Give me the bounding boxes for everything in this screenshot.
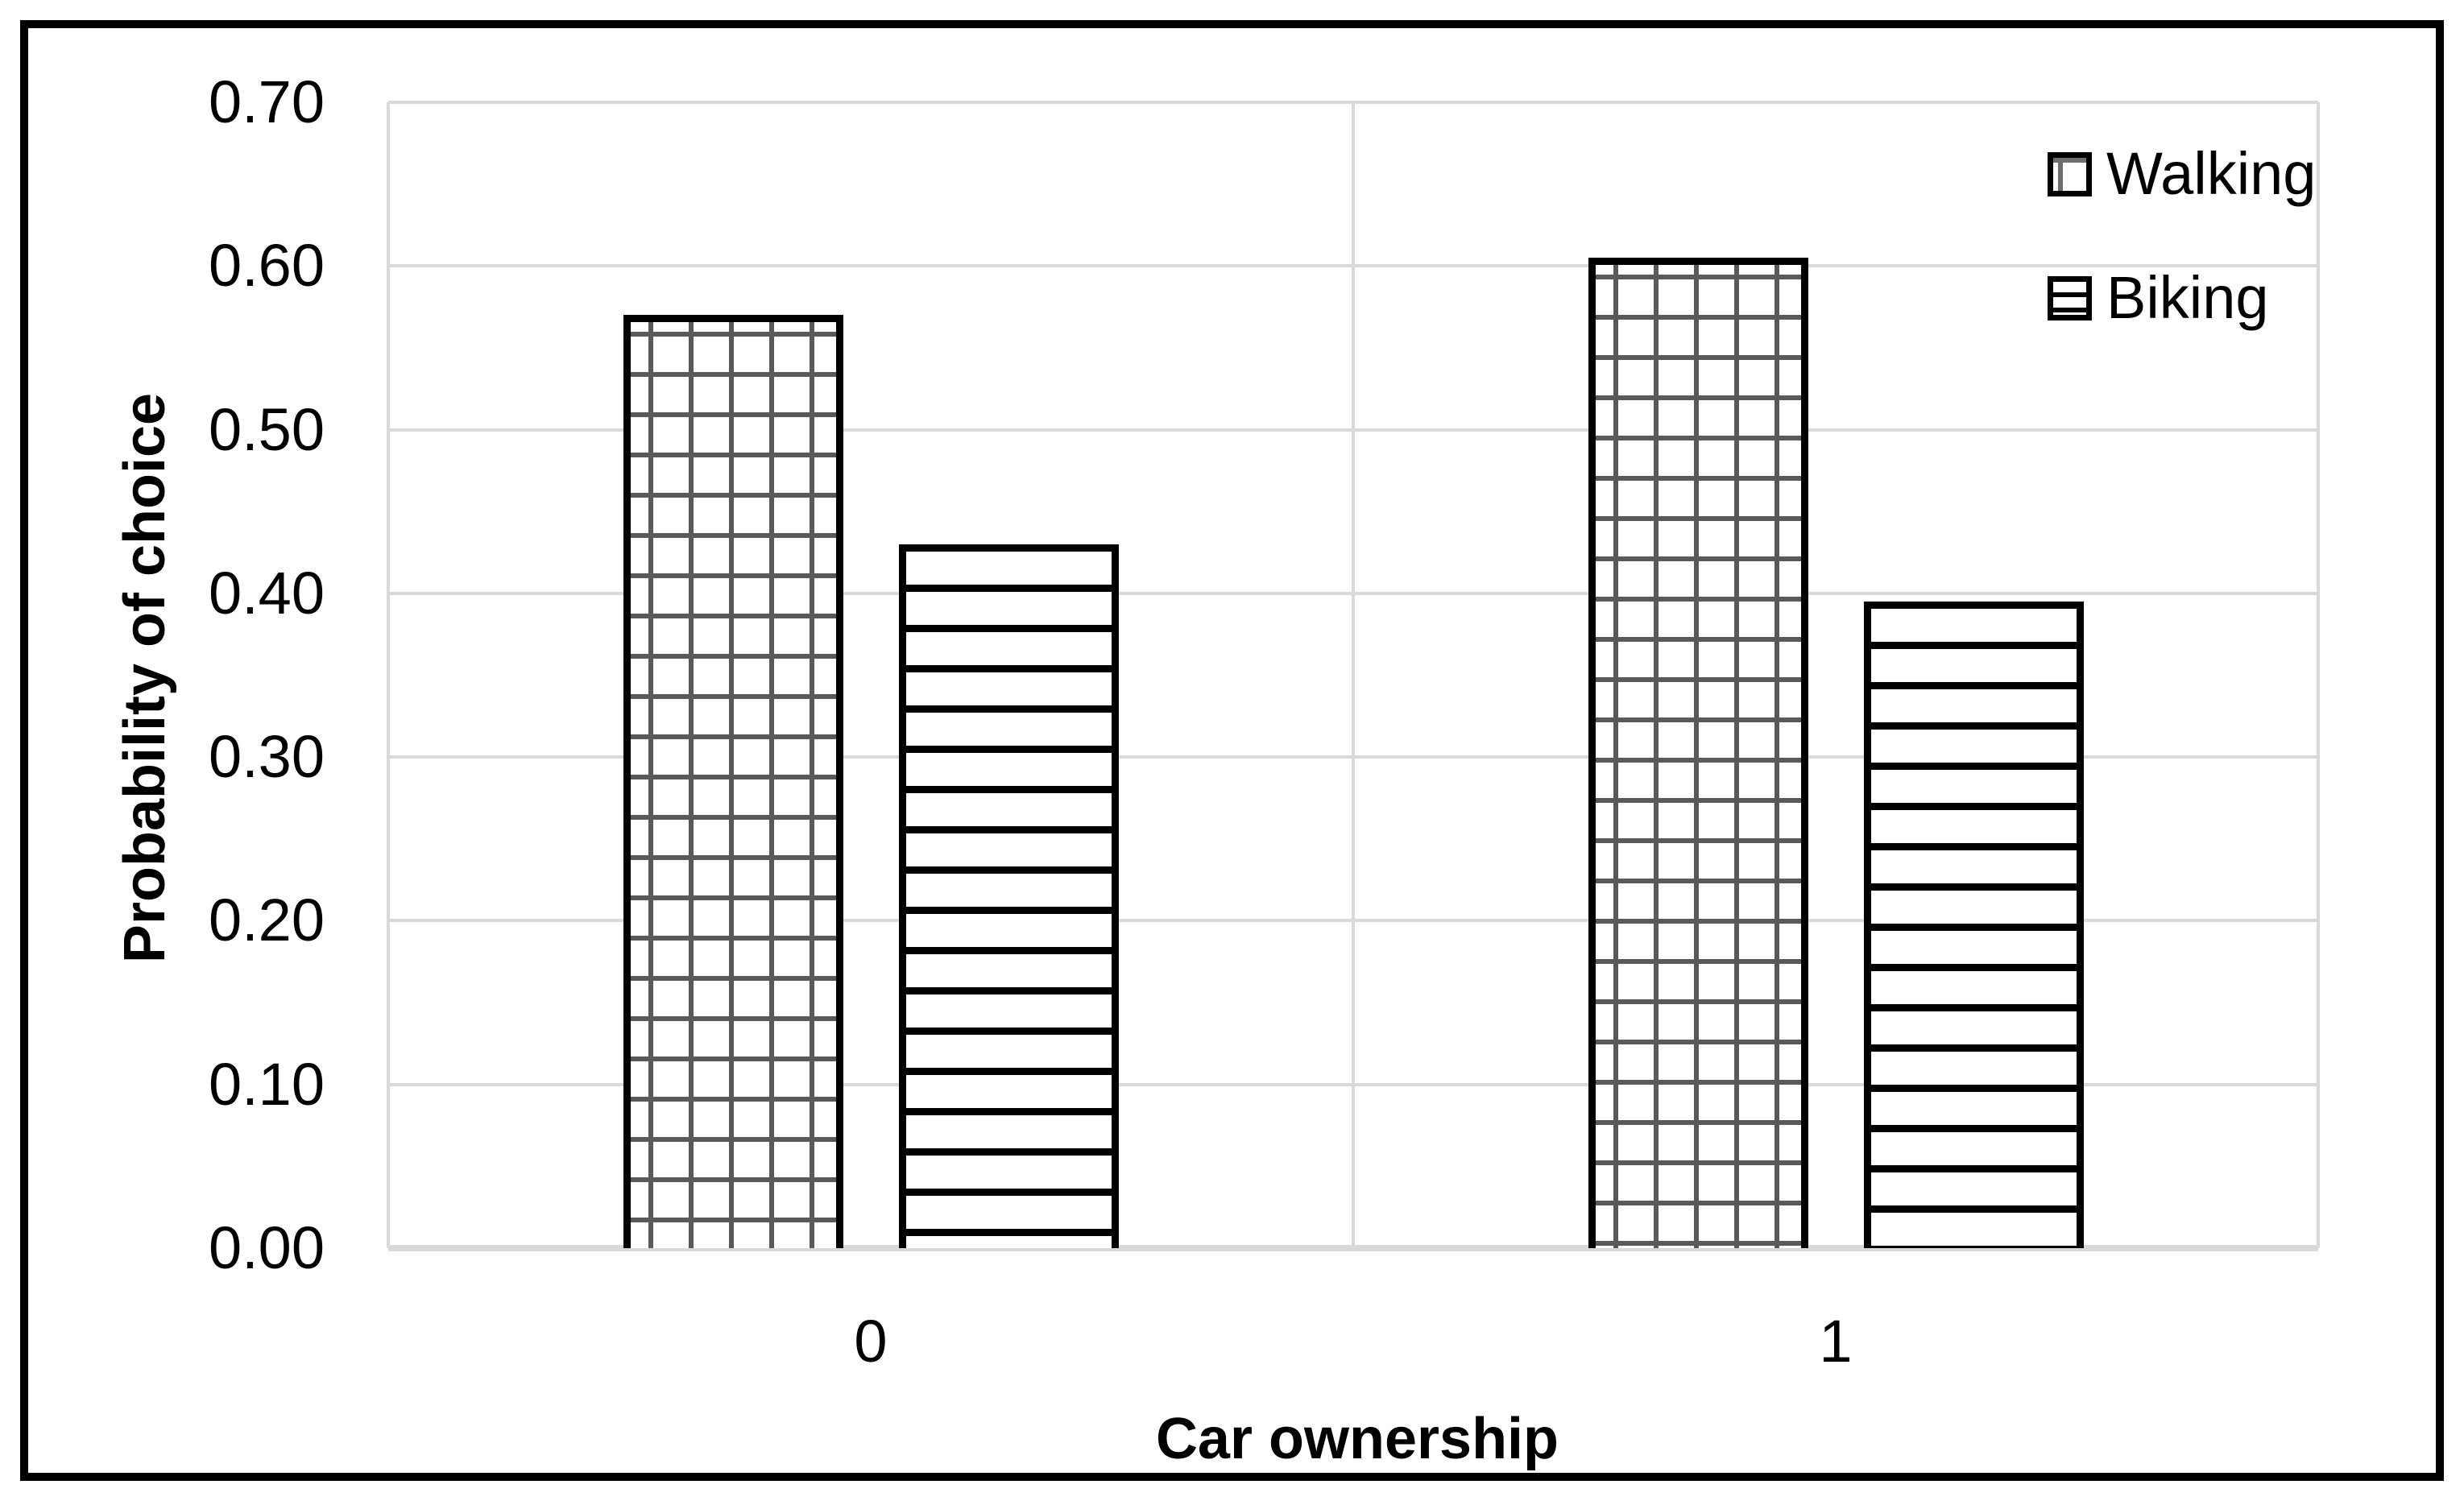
legend-swatch-walking-icon [2048,151,2092,196]
figure-border [20,20,2444,1481]
legend-item-walking: Walking [2048,139,2316,209]
y-tick-label: 0.20 [208,887,325,954]
legend-swatch-biking-icon [2048,275,2092,320]
legend-item-biking: Biking [2048,263,2269,333]
y-tick-label: 0.40 [208,559,325,626]
bar-biking-0 [898,544,1119,1248]
x-tick-label: 0 [854,1308,888,1375]
y-tick-label: 0.00 [208,1214,325,1281]
gridline-vertical [387,102,390,1248]
legend-label-biking: Biking [2106,264,2269,331]
plot-area [387,101,2320,1251]
x-tick-label: 1 [1819,1308,1853,1375]
bar-walking-0 [623,315,843,1248]
y-tick-label: 0.30 [208,723,325,791]
y-tick-label: 0.70 [208,68,325,135]
y-axis-title: Probability of choice [113,392,177,964]
x-axis-title: Car ownership [1155,1407,1559,1471]
x-axis-line [388,1245,2318,1251]
legend-label-walking: Walking [2106,140,2317,207]
gridline-vertical [1352,102,1355,1248]
y-tick-label: 0.60 [208,232,325,300]
gridline-vertical [2317,102,2320,1248]
y-tick-label: 0.10 [208,1050,325,1118]
bar-biking-1 [1863,602,2084,1248]
bar-walking-1 [1588,258,1808,1248]
y-tick-label: 0.50 [208,395,325,463]
